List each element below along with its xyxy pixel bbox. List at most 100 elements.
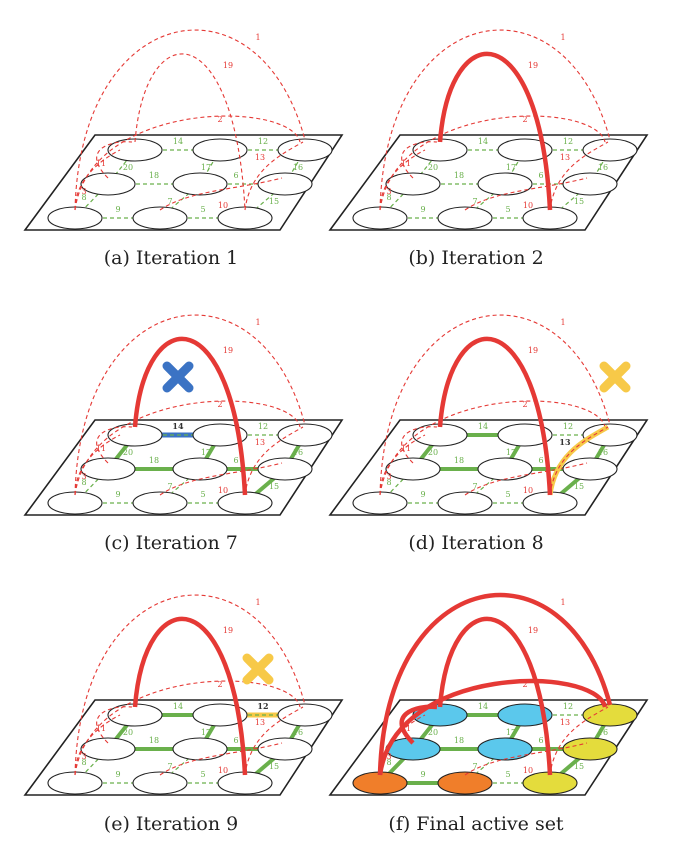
green-edge-label-9: 9 — [115, 770, 120, 779]
green-edge-label-17: 17 — [201, 163, 211, 172]
red-arc-label-19: 19 — [223, 61, 233, 70]
rejected-cross-icon — [242, 653, 274, 685]
red-arc-11 — [96, 141, 133, 179]
red-arc-label-1: 1 — [560, 33, 565, 42]
green-edge-label-20: 20 — [428, 163, 438, 172]
red-arc-label-1: 1 — [560, 318, 565, 327]
graph-node — [47, 771, 103, 795]
caption-d: (d) Iteration 8 — [408, 532, 543, 554]
graph-node — [80, 172, 136, 196]
green-edge-label-7: 7 — [167, 762, 172, 771]
graph-node — [132, 771, 188, 795]
green-edge-label-18: 18 — [149, 736, 159, 745]
graph-node — [132, 491, 188, 515]
graph-node — [257, 172, 313, 196]
graph-node — [192, 423, 248, 447]
green-edge-label-5: 5 — [505, 205, 510, 214]
ground-plane — [328, 699, 649, 796]
caption-b: (b) Iteration 2 — [408, 247, 543, 269]
green-edge-label-6: 6 — [538, 736, 543, 745]
red-arc-11 — [401, 426, 438, 464]
green-edge-label-16: 16 — [293, 163, 303, 172]
graph-node — [192, 138, 248, 162]
green-edge-label-12: 12 — [257, 701, 268, 711]
red-arc-label-2: 2 — [217, 115, 222, 124]
graph-node — [352, 491, 408, 515]
graph-node — [497, 423, 553, 447]
red-arc-2 — [74, 400, 301, 496]
red-arc-label-10: 10 — [218, 201, 228, 210]
green-edge-label-15: 15 — [269, 762, 279, 771]
graph-node — [522, 771, 578, 795]
red-arc-label-13: 13 — [255, 438, 265, 447]
red-arc-2 — [377, 678, 608, 776]
red-arc-1 — [377, 592, 613, 776]
red-arc-11 — [401, 141, 438, 179]
red-arc-11 — [399, 704, 438, 745]
red-arc-13 — [549, 426, 609, 496]
red-arc-label-19: 19 — [528, 626, 538, 635]
graph-node — [352, 206, 408, 230]
green-edge-label-15: 15 — [574, 482, 584, 491]
green-edge-label-9: 9 — [420, 205, 425, 214]
red-arc-label-1: 1 — [255, 33, 260, 42]
caption-c: (c) Iteration 7 — [104, 532, 238, 554]
green-edge-label-7: 7 — [472, 482, 477, 491]
graph-node — [385, 172, 441, 196]
red-arc-19 — [437, 51, 553, 211]
green-edge-label-20: 20 — [123, 448, 133, 457]
red-arc-11 — [96, 706, 133, 744]
red-arc-13 — [549, 141, 609, 211]
green-edge-label-14: 14 — [478, 137, 488, 146]
red-arc-label-11: 11 — [401, 159, 411, 168]
red-arc-13 — [549, 706, 609, 776]
red-arc-label-10: 10 — [523, 766, 533, 775]
red-arc-label-3: 3 — [81, 187, 86, 196]
green-edge-label-16: 16 — [598, 163, 608, 172]
graph-node — [437, 491, 493, 515]
red-arc-19 — [132, 616, 248, 776]
graph-node — [477, 172, 533, 196]
red-arc-label-10: 10 — [523, 201, 533, 210]
green-edge-label-15: 15 — [574, 197, 584, 206]
graph-node — [582, 703, 638, 727]
red-arc-label-2: 2 — [522, 115, 527, 124]
red-arc-3 — [379, 434, 426, 496]
green-edge-label-9: 9 — [115, 490, 120, 499]
graph-node — [217, 771, 273, 795]
green-edge-label-6: 6 — [233, 171, 238, 180]
red-arc-1 — [74, 29, 306, 211]
graph-node — [277, 703, 333, 727]
red-arc-label-13: 13 — [560, 153, 570, 162]
red-arc-label-11: 11 — [401, 724, 411, 733]
red-arc-1 — [74, 594, 306, 776]
green-edge-label-17: 17 — [201, 728, 211, 737]
graph-node — [562, 737, 618, 761]
green-edge-label-20: 20 — [428, 448, 438, 457]
red-arc-3 — [74, 149, 121, 211]
graph-node — [217, 491, 273, 515]
green-edge-label-12: 12 — [258, 137, 268, 146]
red-arc-label-2: 2 — [522, 680, 527, 689]
red-arc-label-3: 3 — [81, 752, 86, 761]
green-edge-label-17: 17 — [506, 448, 516, 457]
graph-node — [437, 206, 493, 230]
green-edge-label-17: 17 — [506, 163, 516, 172]
red-arc-3 — [379, 714, 426, 776]
green-edge-label-18: 18 — [149, 456, 159, 465]
red-arc-label-13: 13 — [559, 437, 571, 447]
graph-node — [80, 737, 136, 761]
green-edge-label-15: 15 — [574, 762, 584, 771]
green-edge-label-17: 17 — [506, 728, 516, 737]
red-arc-label-3: 3 — [386, 187, 391, 196]
graph-node — [497, 703, 553, 727]
green-edge-label-18: 18 — [454, 456, 464, 465]
red-arc-19 — [134, 53, 246, 211]
green-edge-label-9: 9 — [115, 205, 120, 214]
graph-node — [522, 206, 578, 230]
red-arc-10 — [464, 742, 588, 776]
